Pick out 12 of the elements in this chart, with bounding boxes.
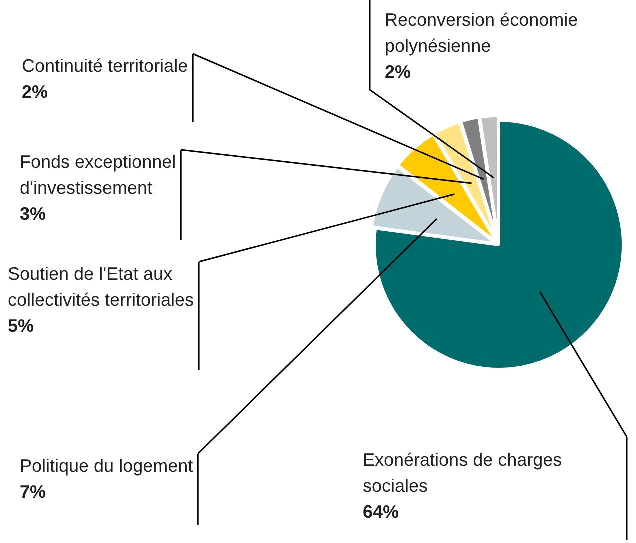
slice-label: Politique du logement [20, 456, 194, 476]
slice-label: Exonérations de charges sociales [363, 450, 562, 496]
slice-label: Fonds exceptionnel d'investissement [20, 152, 176, 198]
slice-label: Continuité territoriale [22, 56, 188, 76]
data-label: 7% [20, 482, 46, 502]
slice-label: Reconversion économie polynésienne [385, 10, 578, 56]
data-label: 3% [20, 204, 46, 224]
data-label: 2% [385, 62, 412, 82]
data-label: 64% [363, 502, 400, 522]
data-label: 5% [8, 316, 34, 336]
slice-label: Soutien de l'Etat aux collectivités territoriales [8, 264, 194, 310]
data-label: 2% [22, 82, 48, 102]
